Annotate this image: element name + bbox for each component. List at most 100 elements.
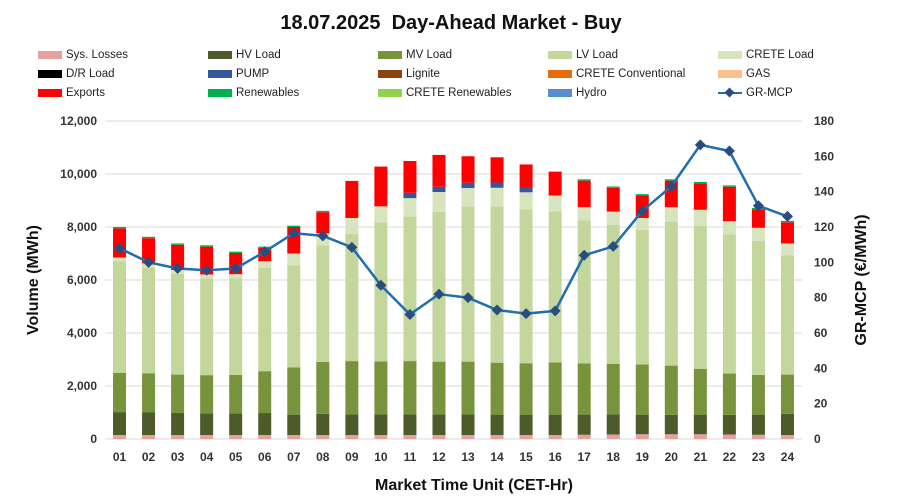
mcp-point xyxy=(694,139,706,151)
bar-segment xyxy=(722,234,736,374)
mcp-point xyxy=(781,210,793,222)
bar-segment xyxy=(142,373,156,413)
bar-segment xyxy=(519,192,533,210)
bar-segment xyxy=(461,206,475,362)
x-tick-label: 08 xyxy=(316,450,330,464)
bar-segment xyxy=(229,435,243,439)
bar-segment xyxy=(345,233,359,362)
bar-segment xyxy=(693,368,707,415)
mcp-point xyxy=(665,180,677,192)
legend-swatch xyxy=(208,70,232,78)
bar-segment xyxy=(113,257,127,262)
y-axis-right: 0 20 40 60 80 100 120 140 160 180 xyxy=(814,114,834,446)
y-tick-label: 4,000 xyxy=(67,326,97,340)
bar-segment xyxy=(548,435,562,439)
bar-segment xyxy=(722,373,736,415)
legend-swatch xyxy=(718,87,742,98)
bar-segment xyxy=(229,413,243,436)
bar-segment xyxy=(229,278,243,375)
x-tick-label: 22 xyxy=(723,450,737,464)
bar-segment xyxy=(345,414,359,436)
x-tick-label: 14 xyxy=(490,450,504,464)
legend-item: GAS xyxy=(718,65,770,83)
bar-segment xyxy=(490,362,504,415)
legend-swatch xyxy=(548,70,572,78)
x-tick-label: 15 xyxy=(519,450,533,464)
bar-segment xyxy=(635,229,649,365)
x-tick-label: 09 xyxy=(345,450,359,464)
bar-segment xyxy=(751,374,765,415)
bar-segment xyxy=(258,413,272,436)
bar-segment xyxy=(142,412,156,436)
bar-segment xyxy=(461,182,475,189)
bar-segment xyxy=(606,211,620,225)
bar-segment xyxy=(258,267,272,372)
bar-segment xyxy=(374,222,388,362)
bar-segment xyxy=(113,261,127,373)
x-tick-label: 02 xyxy=(142,450,156,464)
legend-swatch xyxy=(378,89,402,97)
bar-segment xyxy=(287,414,301,436)
bar-segment xyxy=(258,261,272,268)
bar-segment xyxy=(316,361,330,414)
x-tick-label: 16 xyxy=(548,450,562,464)
legend: Sys. Losses HV Load MV Load LV Load CRETE Lo… xyxy=(38,46,898,104)
bar-segment xyxy=(606,187,620,212)
bar-segment xyxy=(287,253,301,266)
y2-tick-label: 160 xyxy=(814,149,834,163)
legend-item: CRETE Load xyxy=(718,46,814,64)
bar-segment xyxy=(229,251,243,253)
bar-segment xyxy=(374,361,388,415)
bar-segment xyxy=(780,413,794,436)
y2-tick-label: 20 xyxy=(814,397,828,411)
bar-segment xyxy=(722,186,736,222)
bar-segment xyxy=(461,414,475,436)
bar-segment xyxy=(461,435,475,439)
bar-segment xyxy=(635,434,649,439)
legend-label: LV Load xyxy=(576,49,618,61)
bar-segment xyxy=(519,363,533,415)
legend-label: CRETE Conventional xyxy=(576,68,686,80)
legend-item: Sys. Losses xyxy=(38,46,128,64)
mcp-point xyxy=(607,240,619,252)
x-tick-label: 03 xyxy=(171,450,185,464)
bar-segment xyxy=(316,212,330,234)
bar-segment xyxy=(693,414,707,435)
legend-swatch xyxy=(548,89,572,97)
mcp-point xyxy=(636,205,648,217)
bar-segment xyxy=(171,243,185,245)
bar-segment xyxy=(258,371,272,414)
bar-segment xyxy=(200,375,214,414)
bar-segment xyxy=(345,180,359,218)
bar-segment xyxy=(171,435,185,439)
bar-segment xyxy=(664,434,678,439)
legend-label: Sys. Losses xyxy=(66,49,128,61)
bar-segment xyxy=(432,192,446,212)
legend-label: Lignite xyxy=(406,68,440,80)
bar-segment xyxy=(200,435,214,439)
y2-tick-label: 120 xyxy=(814,220,834,234)
bar-segment xyxy=(229,374,243,414)
y2-tick-label: 180 xyxy=(814,114,834,128)
bar-segment xyxy=(780,435,794,439)
bar-segment xyxy=(519,435,533,439)
legend-swatch xyxy=(718,70,742,78)
y2-tick-label: 80 xyxy=(814,291,828,305)
bar-segment xyxy=(751,227,765,242)
legend-label: GR-MCP xyxy=(746,87,793,99)
x-tick-label: 01 xyxy=(113,450,127,464)
bar-segment xyxy=(229,274,243,279)
bar-segment xyxy=(577,414,591,435)
y2-tick-label: 140 xyxy=(814,185,834,199)
bar-segment xyxy=(664,179,678,181)
bar-segment xyxy=(693,181,707,184)
bar-segment xyxy=(606,224,620,365)
legend-item: PUMP xyxy=(208,65,269,83)
x-tick-label: 07 xyxy=(287,450,301,464)
mcp-point xyxy=(114,242,126,254)
bar-segment xyxy=(519,209,533,364)
chart-title: 18.07.2025 Day-Ahead Market - Buy xyxy=(280,12,622,34)
legend-swatch xyxy=(208,89,232,97)
x-axis: 01 02 03 04 05 06 07 08 09 10 11 12 13 14 15 16 17 18 19 20… xyxy=(113,450,795,464)
